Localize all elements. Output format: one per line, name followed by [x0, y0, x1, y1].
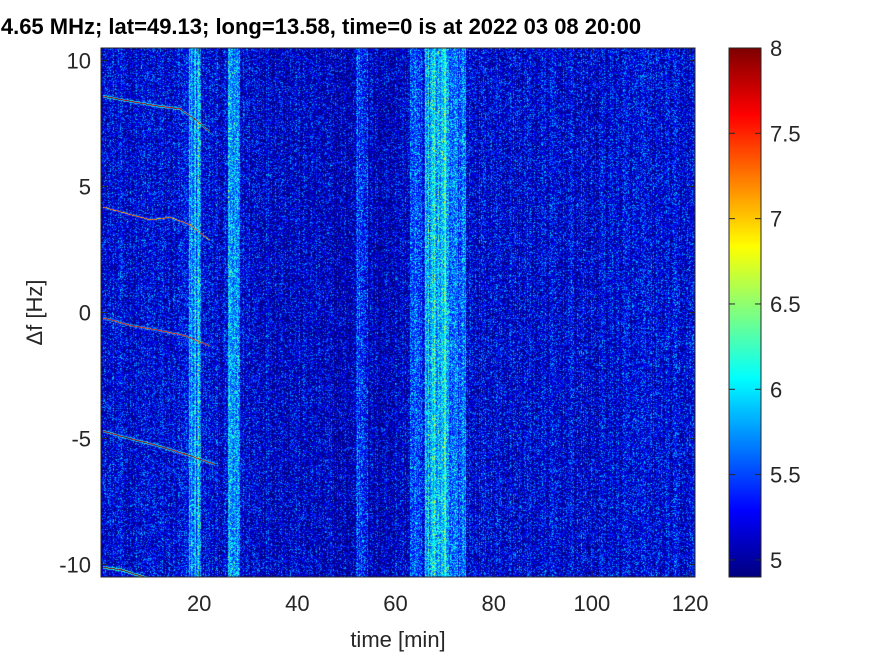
colorbar-gradient: [729, 48, 761, 577]
y-axis-label: Δf [Hz]: [22, 279, 47, 345]
colorbar-tick-label: 5: [770, 548, 782, 573]
heatmap-plot-area: [101, 48, 695, 577]
x-tick-label: 20: [187, 591, 211, 616]
colorbar-tick-label: 5.5: [770, 463, 801, 488]
x-axis: 20 40 60 80 100 120: [187, 48, 709, 616]
x-axis-label: time [min]: [350, 627, 445, 652]
x-tick-label: 60: [383, 591, 407, 616]
colorbar-ticks: 8 7.5 7 6.5 6 5.5 5: [729, 36, 801, 573]
colorbar-tick-label: 7: [770, 207, 782, 232]
x-tick-label: 100: [574, 591, 611, 616]
y-tick-label: -10: [59, 552, 91, 577]
y-axis: 10 5 0 -5 -10: [59, 49, 695, 577]
heatmap-image: [101, 48, 695, 577]
y-tick-label: -5: [71, 426, 91, 451]
chart-title: =4.65 MHz; lat=49.13; long=13.58, time=0…: [0, 14, 642, 39]
y-tick-label: 10: [67, 49, 91, 74]
y-tick-label: 0: [79, 301, 91, 326]
colorbar-tick-label: 6: [770, 377, 782, 402]
colorbar-tick-label: 8: [770, 36, 782, 61]
y-tick-label: 5: [79, 175, 91, 200]
x-tick-label: 80: [481, 591, 505, 616]
x-tick-label: 40: [285, 591, 309, 616]
colorbar-tick-label: 6.5: [770, 292, 801, 317]
colorbar-frame: [728, 47, 762, 578]
colorbar: 8 7.5 7 6.5 6 5.5 5: [728, 36, 801, 578]
colorbar-tick-label: 7.5: [770, 121, 801, 146]
x-tick-label: 120: [672, 591, 709, 616]
